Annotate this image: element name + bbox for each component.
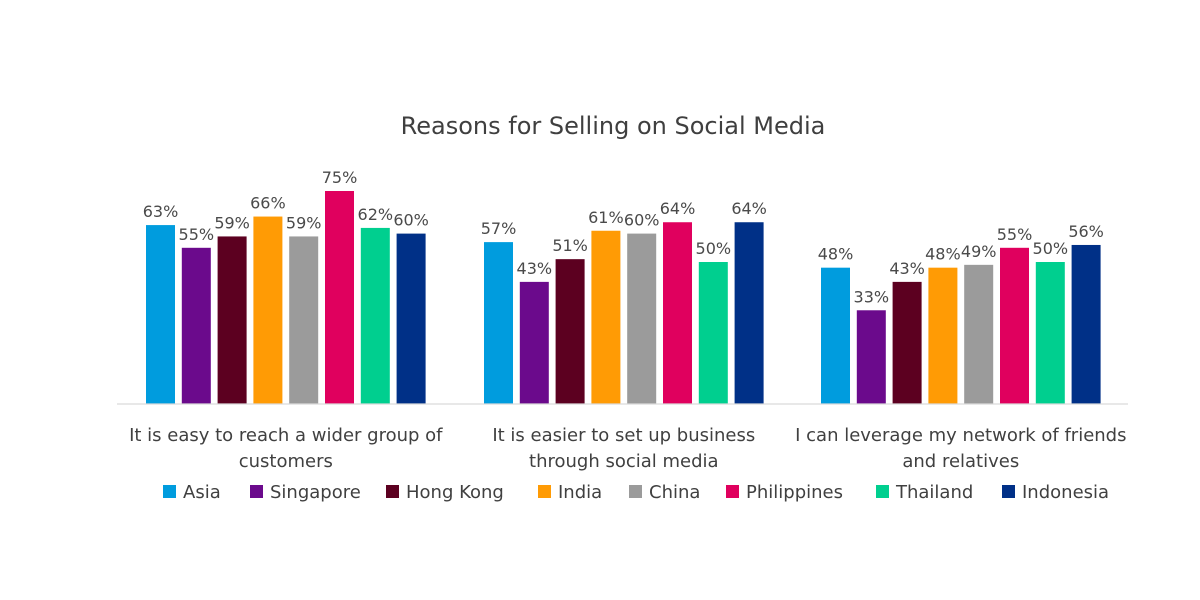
bar-4-2 [964, 264, 994, 404]
bar-2-0 [217, 236, 247, 404]
bar-7-2 [1071, 244, 1101, 404]
data-label-4-2: 49% [961, 242, 997, 261]
data-label-7-0: 60% [393, 211, 429, 230]
bar-2-1 [555, 259, 585, 404]
legend-item-5: Philippines [726, 482, 843, 503]
legend-item-3: India [538, 482, 602, 503]
data-label-1-1: 43% [517, 259, 553, 278]
bar-0-2 [821, 267, 850, 404]
data-label-5-1: 64% [660, 199, 696, 218]
data-label-3-1: 61% [588, 208, 624, 227]
bar-6-1 [698, 262, 728, 404]
legend-swatch-5 [726, 485, 739, 498]
bar-7-1 [734, 222, 764, 404]
legend-label-4: China [649, 482, 700, 503]
data-label-1-0: 55% [179, 225, 215, 244]
data-label-2-1: 51% [552, 236, 588, 255]
bar-5-0 [325, 191, 354, 404]
data-label-5-0: 75% [322, 168, 358, 187]
legend-swatch-3 [538, 485, 551, 498]
legend: Asia Singapore Hong Kong India China Philippi… [163, 482, 1109, 503]
legend-label-3: India [558, 482, 602, 503]
legend-item-6: Thailand [876, 482, 973, 503]
bar-0-1 [484, 242, 513, 404]
bar-4-0 [289, 236, 319, 404]
category-labels-group: It is easy to reach a wider group of cust… [129, 425, 1126, 472]
data-labels-group: 63% 57% 48% 55% 43% 33% 59% 51% 43% 66% 61% 48% 59% 6… [143, 168, 1104, 306]
legend-label-1: Singapore [270, 482, 361, 503]
data-label-7-2: 56% [1068, 222, 1104, 241]
legend-swatch-6 [876, 485, 889, 498]
bar-1-1 [519, 281, 549, 404]
data-label-3-2: 48% [925, 245, 961, 264]
data-label-0-1: 57% [481, 219, 517, 238]
data-label-3-0: 66% [250, 194, 286, 213]
bar-0-0 [146, 225, 175, 404]
legend-item-4: China [629, 482, 700, 503]
bar-4-1 [627, 233, 657, 404]
legend-swatch-7 [1002, 485, 1015, 498]
data-label-4-1: 60% [624, 211, 660, 230]
legend-label-6: Thailand [895, 482, 973, 503]
category-label-2-line-0: I can leverage my network of friends [795, 425, 1126, 446]
category-label-0-line-1: customers [239, 451, 333, 472]
bar-6-2 [1035, 262, 1065, 404]
bar-1-0 [181, 247, 211, 404]
legend-label-5: Philippines [746, 482, 843, 503]
category-label-1-line-1: through social media [529, 451, 719, 472]
bar-3-1 [591, 230, 621, 404]
bar-7-0 [396, 233, 426, 404]
data-label-6-2: 50% [1033, 239, 1069, 258]
data-label-2-0: 59% [214, 213, 250, 232]
data-label-1-2: 33% [854, 287, 890, 306]
legend-label-0: Asia [183, 482, 221, 503]
bars-group [146, 191, 1101, 404]
legend-item-1: Singapore [250, 482, 361, 503]
bar-2-2 [892, 281, 922, 404]
legend-swatch-1 [250, 485, 263, 498]
data-label-2-2: 43% [889, 259, 925, 278]
data-label-6-0: 62% [358, 205, 394, 224]
bar-3-0 [253, 216, 283, 404]
bar-3-2 [928, 267, 958, 404]
chart-title: Reasons for Selling on Social Media [401, 112, 826, 140]
legend-item-0: Asia [163, 482, 221, 503]
data-label-5-2: 55% [997, 225, 1033, 244]
data-label-6-1: 50% [696, 239, 732, 258]
bar-5-1 [663, 222, 692, 404]
legend-item-2: Hong Kong [386, 482, 504, 503]
legend-label-7: Indonesia [1022, 482, 1109, 503]
bar-6-0 [360, 227, 390, 404]
data-label-7-1: 64% [731, 199, 767, 218]
data-label-0-2: 48% [818, 245, 854, 264]
legend-label-2: Hong Kong [406, 482, 504, 503]
legend-item-7: Indonesia [1002, 482, 1109, 503]
legend-swatch-0 [163, 485, 176, 498]
category-label-1-line-0: It is easier to set up business [492, 425, 755, 446]
legend-swatch-4 [629, 485, 642, 498]
data-label-0-0: 63% [143, 202, 179, 221]
bar-5-2 [1000, 247, 1029, 404]
data-label-4-0: 59% [286, 213, 322, 232]
bar-1-2 [856, 310, 886, 404]
category-label-0-line-0: It is easy to reach a wider group of [129, 425, 443, 446]
legend-swatch-2 [386, 485, 399, 498]
category-label-2-line-1: and relatives [902, 451, 1019, 472]
